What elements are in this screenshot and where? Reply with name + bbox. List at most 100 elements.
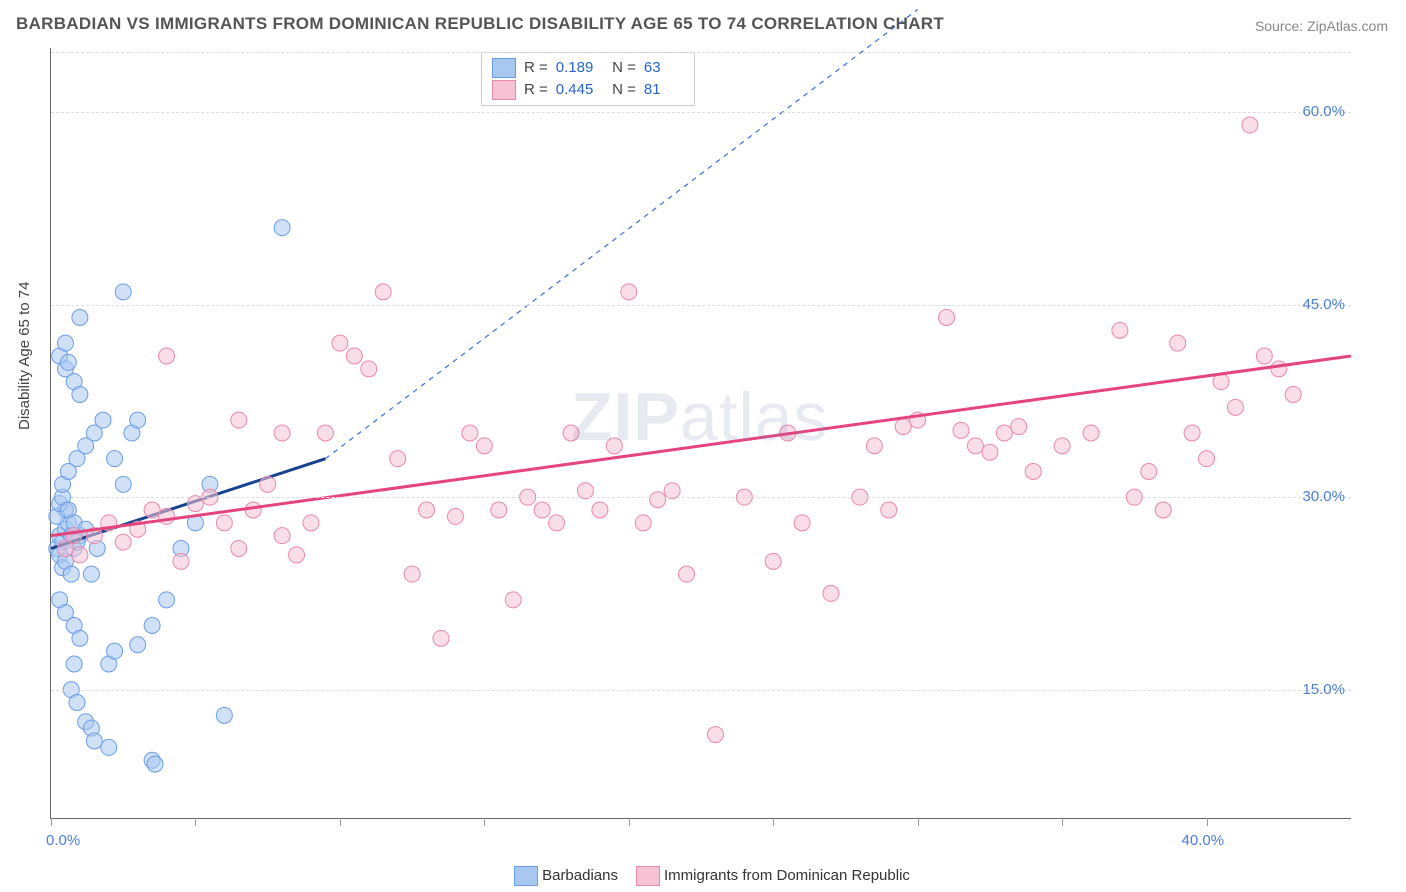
y-tick-label: 15.0%	[1302, 681, 1345, 698]
data-point	[635, 515, 651, 531]
data-point	[621, 284, 637, 300]
stat-r-value: 0.445	[556, 79, 596, 101]
data-point	[1242, 117, 1258, 133]
data-point	[1112, 322, 1128, 338]
data-point	[1256, 348, 1272, 364]
data-point	[361, 361, 377, 377]
data-point	[216, 707, 232, 723]
legend-stat-row: R =0.189 N =63	[492, 57, 684, 79]
data-point	[72, 630, 88, 646]
gridline	[51, 690, 1351, 691]
gridline	[51, 305, 1351, 306]
gridline	[51, 112, 1351, 113]
data-point	[101, 739, 117, 755]
data-point	[433, 630, 449, 646]
data-point	[939, 310, 955, 326]
data-point	[1285, 387, 1301, 403]
data-point	[274, 528, 290, 544]
data-point	[274, 425, 290, 441]
stat-label: R =	[524, 79, 548, 101]
data-point	[707, 727, 723, 743]
data-point	[231, 541, 247, 557]
legend-swatch	[514, 866, 538, 886]
data-point	[66, 528, 82, 544]
x-tick	[1062, 818, 1063, 826]
data-point	[159, 508, 175, 524]
x-tick	[51, 818, 52, 826]
data-point	[1271, 361, 1287, 377]
x-tick	[484, 818, 485, 826]
data-point	[1170, 335, 1186, 351]
y-tick-label: 30.0%	[1302, 488, 1345, 505]
data-point	[115, 534, 131, 550]
data-point	[967, 438, 983, 454]
data-point	[69, 695, 85, 711]
x-tick	[629, 818, 630, 826]
data-point	[72, 310, 88, 326]
data-point	[679, 566, 695, 582]
data-point	[996, 425, 1012, 441]
y-tick-label: 45.0%	[1302, 296, 1345, 313]
data-point	[866, 438, 882, 454]
data-point	[57, 335, 73, 351]
data-point	[549, 515, 565, 531]
data-point	[404, 566, 420, 582]
data-point	[765, 553, 781, 569]
data-point	[95, 412, 111, 428]
data-point	[107, 643, 123, 659]
data-point	[794, 515, 810, 531]
data-point	[317, 425, 333, 441]
data-point	[1141, 464, 1157, 480]
x-tick-label: 40.0%	[1182, 832, 1225, 849]
x-tick	[918, 818, 919, 826]
data-point	[1184, 425, 1200, 441]
data-point	[332, 335, 348, 351]
data-point	[1054, 438, 1070, 454]
scatter-svg	[51, 48, 1351, 818]
stat-n-value: 63	[644, 57, 684, 79]
data-point	[375, 284, 391, 300]
data-point	[274, 220, 290, 236]
x-tick	[1207, 818, 1208, 826]
data-point	[260, 476, 276, 492]
legend-swatch	[492, 58, 516, 78]
legend-label: Immigrants from Dominican Republic	[664, 867, 910, 884]
data-point	[173, 553, 189, 569]
data-point	[1199, 451, 1215, 467]
stat-label: N =	[604, 57, 636, 79]
data-point	[606, 438, 622, 454]
data-point	[144, 502, 160, 518]
data-point	[1227, 399, 1243, 415]
data-point	[63, 566, 79, 582]
data-point	[303, 515, 319, 531]
data-point	[447, 508, 463, 524]
data-point	[650, 492, 666, 508]
data-point	[216, 515, 232, 531]
data-point	[823, 585, 839, 601]
data-point	[72, 547, 88, 563]
chart-title: BARBADIAN VS IMMIGRANTS FROM DOMINICAN R…	[16, 14, 944, 34]
data-point	[1155, 502, 1171, 518]
data-point	[147, 756, 163, 772]
data-point	[390, 451, 406, 467]
data-point	[895, 419, 911, 435]
data-point	[534, 502, 550, 518]
data-point	[115, 284, 131, 300]
data-point	[505, 592, 521, 608]
stat-n-value: 81	[644, 79, 684, 101]
stat-r-value: 0.189	[556, 57, 596, 79]
y-tick-label: 60.0%	[1302, 103, 1345, 120]
data-point	[115, 476, 131, 492]
legend-stat-row: R = 0.445 N = 81	[492, 79, 684, 101]
data-point	[1011, 419, 1027, 435]
data-point	[563, 425, 579, 441]
data-point	[130, 412, 146, 428]
data-point	[1083, 425, 1099, 441]
legend-stats: R = 0.189 N = 63R = 0.445 N = 81	[481, 52, 695, 106]
stat-label: N =	[604, 79, 636, 101]
legend-bottom: BarbadiansImmigrants from Dominican Repu…	[0, 866, 1406, 886]
data-point	[231, 412, 247, 428]
data-point	[60, 354, 76, 370]
data-point	[346, 348, 362, 364]
data-point	[66, 656, 82, 672]
